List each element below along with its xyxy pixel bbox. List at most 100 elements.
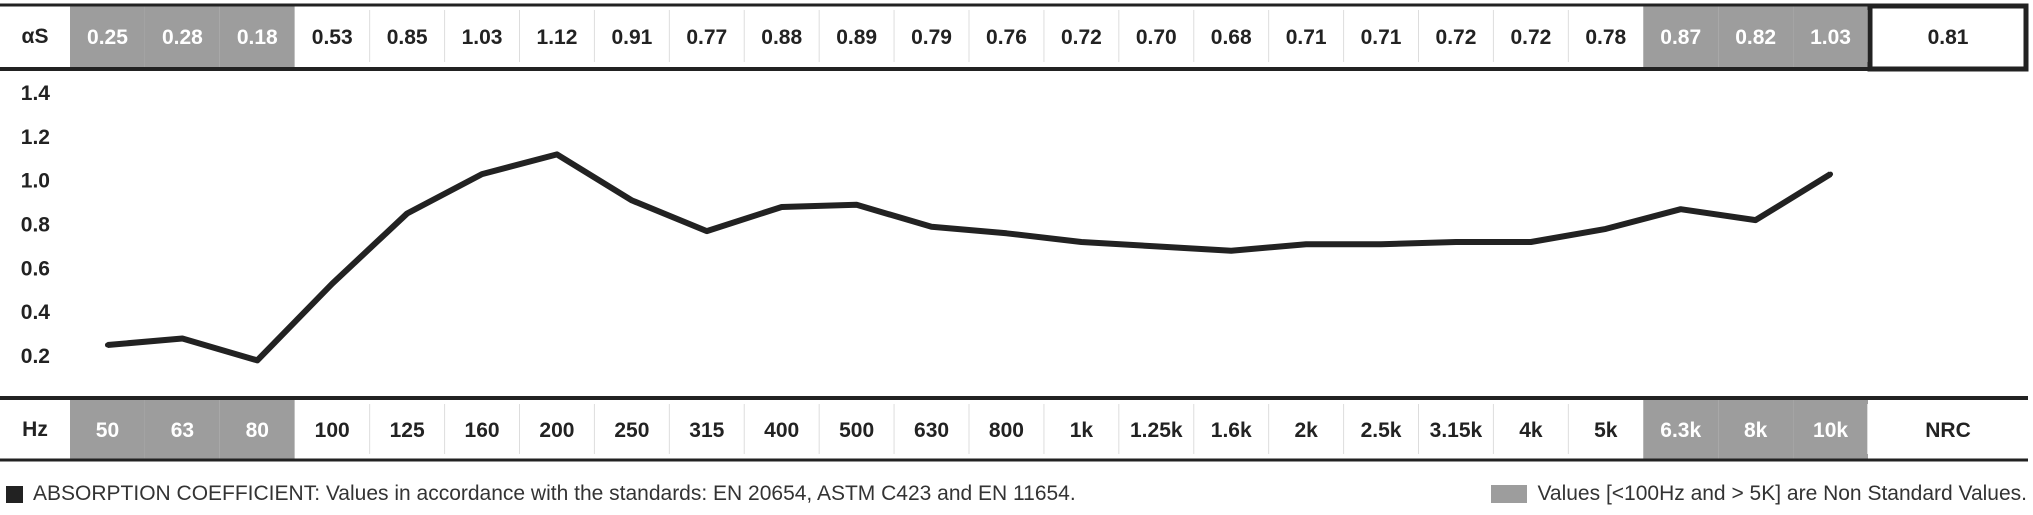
y-tick-label: 0.4: [21, 301, 51, 324]
frequency-cell: [1193, 398, 1269, 460]
frequency-cell: [1643, 398, 1719, 460]
alpha-value-cell: [1193, 4, 1269, 68]
frequency-label: 1.6k: [1211, 419, 1252, 442]
frequency-label: 3.15k: [1430, 419, 1483, 442]
data-point: [704, 228, 710, 234]
alpha-value-label: 0.85: [387, 26, 428, 49]
alpha-value-label: 0.91: [611, 26, 652, 49]
alpha-value-cell: [519, 4, 595, 68]
alpha-value-label: 0.89: [836, 26, 877, 49]
alpha-value-cell: [594, 4, 670, 68]
frequency-cell: [1118, 398, 1194, 460]
data-point: [404, 211, 410, 217]
alpha-value-cell: [1493, 4, 1569, 68]
y-tick-label: 1.2: [21, 126, 50, 149]
frequency-cell: [1043, 398, 1119, 460]
nonstandard-note: Values [<100Hz and > 5K] are Non Standar…: [1537, 482, 2027, 505]
frequency-row: Hz 50 63 80 100 125 160 200 250 315 400 500 630 800 1k…: [0, 396, 2028, 462]
frequency-cell: [144, 398, 220, 460]
alpha-value-cell: [144, 4, 220, 68]
frequency-label: 1k: [1070, 419, 1094, 442]
alpha-value-cell: [744, 4, 820, 68]
alpha-value-cell: [669, 4, 745, 68]
alpha-value-cell: [70, 4, 145, 68]
alpha-row-label: αS: [22, 25, 49, 48]
data-point: [104, 342, 110, 348]
frequency-label: 10k: [1813, 419, 1848, 442]
alpha-value-label: 0.72: [1436, 26, 1477, 49]
data-point: [1303, 241, 1309, 247]
nrc-value-box: [1867, 3, 2029, 72]
alpha-value-cell: [969, 4, 1044, 68]
frequency-label: 400: [764, 419, 799, 442]
frequency-cell: [294, 398, 370, 460]
frequency-label: 100: [315, 419, 350, 442]
alpha-value-cell: [1568, 4, 1644, 68]
alpha-value-label: 0.77: [686, 26, 727, 49]
frequency-cell: [519, 398, 595, 460]
frequency-label: 200: [539, 419, 574, 442]
alpha-value-label: 0.28: [162, 26, 203, 49]
alpha-value-label: 0.79: [911, 26, 952, 49]
frequency-label: 6.3k: [1660, 419, 1701, 442]
frequency-label: 2k: [1294, 419, 1318, 442]
alpha-value-label: 0.78: [1585, 26, 1626, 49]
absorption-chart: αS 0.25 0.28 0.18 0.53 0.85 1.03 1.12 0.91 0.77 0.…: [0, 3, 2029, 462]
data-point: [1603, 226, 1609, 232]
frequency-cell: [819, 398, 895, 460]
frequency-cell: [70, 398, 145, 460]
alpha-value-label: 1.03: [462, 26, 503, 49]
frequency-label: 2.5k: [1361, 419, 1402, 442]
data-point: [1528, 239, 1534, 245]
frequency-label: 80: [246, 419, 269, 442]
footer-legend-absorption: ABSORPTION COEFFICIENT: Values in accord…: [6, 482, 1076, 506]
alpha-value-label: 0.76: [986, 26, 1027, 49]
y-tick-label: 0.6: [21, 257, 50, 280]
alpha-value-label: 1.12: [537, 26, 578, 49]
alpha-value-label: 0.70: [1136, 26, 1177, 49]
nrc-label: NRC: [1925, 419, 1971, 442]
data-point: [1678, 206, 1684, 212]
alpha-value-cell: [1418, 4, 1494, 68]
frequency-label: 125: [390, 419, 425, 442]
alpha-value-cell: [819, 4, 895, 68]
frequency-label: 63: [171, 419, 194, 442]
alpha-value-cell: [1643, 4, 1719, 68]
frequency-cell: [219, 398, 295, 460]
frequency-cell: [1568, 398, 1644, 460]
data-point: [554, 151, 560, 157]
gray-swatch-icon: [1491, 485, 1528, 503]
y-tick-label: 1.4: [21, 82, 51, 105]
frequency-label: 315: [689, 419, 724, 442]
frequency-cell: [1343, 398, 1419, 460]
data-point: [1003, 230, 1009, 236]
data-point: [1753, 217, 1759, 223]
alpha-value-cell: [1043, 4, 1119, 68]
alpha-value-label: 0.71: [1361, 26, 1402, 49]
plot-area: [104, 151, 1834, 364]
frequency-label: 500: [839, 419, 874, 442]
alpha-value-cell: [1793, 4, 1868, 68]
data-point: [1153, 243, 1159, 249]
frequency-cell: [1793, 398, 1868, 460]
frequency-label: 1.25k: [1130, 419, 1183, 442]
hz-row-label: Hz: [22, 418, 48, 441]
frequency-label: 800: [989, 419, 1024, 442]
data-point: [1078, 239, 1084, 245]
alpha-value-label: 0.68: [1211, 26, 1252, 49]
alpha-value-cell: [219, 4, 295, 68]
frequency-cell: [744, 398, 820, 460]
alpha-value-label: 1.03: [1810, 26, 1851, 49]
nrc-value: 0.81: [1928, 26, 1969, 49]
alpha-value-label: 0.53: [312, 26, 353, 49]
footer-legend-nonstandard: Values [<100Hz and > 5K] are Non Standar…: [1491, 482, 2027, 506]
frequency-cell: [669, 398, 745, 460]
data-point: [1378, 241, 1384, 247]
frequency-cell: [1718, 398, 1794, 460]
alpha-value-row: αS 0.25 0.28 0.18 0.53 0.85 1.03 1.12 0.91 0.77 0.…: [0, 3, 2029, 72]
data-point: [329, 281, 335, 287]
alpha-value-label: 0.25: [87, 26, 128, 49]
alpha-value-label: 0.71: [1286, 26, 1327, 49]
alpha-value-cell: [1118, 4, 1194, 68]
frequency-cell: [1418, 398, 1494, 460]
